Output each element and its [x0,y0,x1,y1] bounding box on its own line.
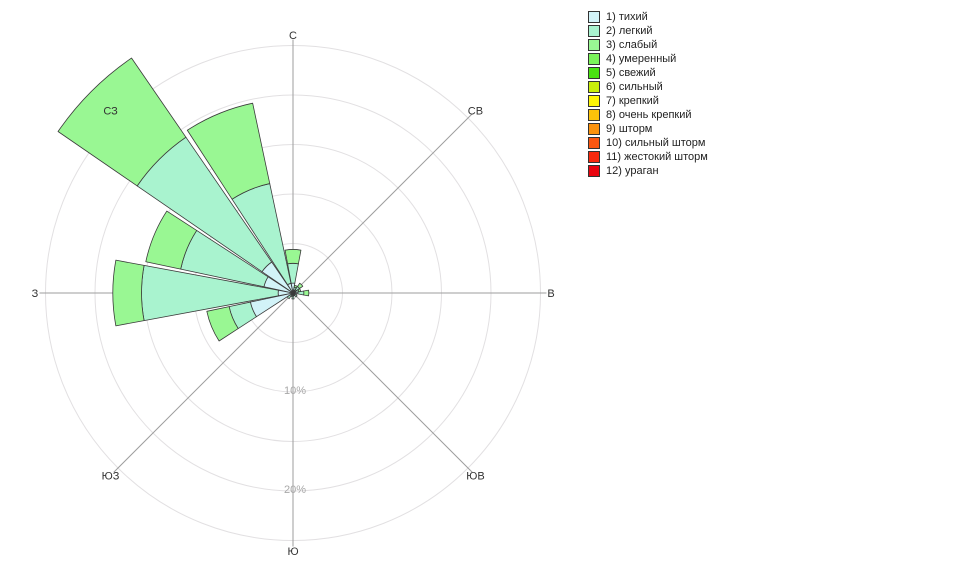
petal-ЮВ-легкий [293,293,298,298]
petal-В-слабый [303,289,310,297]
legend-label-10: 10) сильный шторм [606,137,706,149]
petal-С-слабый [284,249,302,265]
ring-label-10%: 10% [284,385,306,397]
compass-label-ЮЗ: ЮЗ [102,470,120,482]
compass-label-З: З [32,288,39,300]
legend-item-12: 12) ураган [588,164,708,178]
legend-item-6: 6) сильный [588,80,708,94]
compass-label-С: С [289,30,297,42]
legend-item-3: 3) слабый [588,38,708,52]
legend-label-2: 2) легкий [606,25,653,37]
legend-label-11: 11) жестокий шторм [606,151,708,163]
legend-swatch-9 [588,123,600,135]
axis-spoke-135 [292,292,473,473]
legend-item-1: 1) тихий [588,10,708,24]
legend-label-9: 9) шторм [606,123,653,135]
legend-swatch-12 [588,165,600,177]
compass-label-СВ: СВ [468,106,483,118]
petal-ЗЮЗ-слабый [206,306,239,342]
axis-spoke-225 [113,292,294,473]
legend-label-8: 8) очень крепкий [606,109,692,121]
legend-item-4: 4) умеренный [588,52,708,66]
legend-label-12: 12) ураган [606,165,659,177]
legend-item-2: 2) легкий [588,24,708,38]
legend-label-7: 7) крепкий [606,95,659,107]
legend-label-1: 1) тихий [606,11,648,23]
legend-swatch-4 [588,53,600,65]
legend-item-5: 5) свежий [588,66,708,80]
legend-label-3: 3) слабый [606,39,658,51]
compass-label-Ю: Ю [287,546,298,558]
axis-spoke-45 [292,113,473,294]
legend-swatch-8 [588,109,600,121]
legend-swatch-10 [588,137,600,149]
wind-strength-legend: 1) тихий 2) легкий 3) слабый 4) умеренный 5)… [588,10,708,178]
legend-swatch-6 [588,81,600,93]
legend-label-6: 6) сильный [606,81,663,93]
petal-З-слабый [112,259,145,327]
petal-СВ-слабый [297,282,304,289]
ring-label-20%: 20% [284,484,306,496]
legend-label-4: 4) умеренный [606,53,677,65]
legend-item-7: 7) крепкий [588,94,708,108]
legend-label-5: 5) свежий [606,67,656,79]
legend-swatch-3 [588,39,600,51]
legend-swatch-7 [588,95,600,107]
petal-ЗСЗ-слабый [145,210,198,270]
legend-item-11: 11) жестокий шторм [588,150,708,164]
legend-item-9: 9) шторм [588,122,708,136]
petal-СЗ-слабый [57,57,187,187]
legend-swatch-1 [588,11,600,23]
compass-label-ЮВ: ЮВ [466,470,484,482]
petal-В-легкий [297,290,305,296]
legend-item-10: 10) сильный шторм [588,136,708,150]
legend-swatch-11 [588,151,600,163]
legend-swatch-5 [588,67,600,79]
petal-ССЗ-слабый [186,102,271,200]
legend-swatch-2 [588,25,600,37]
legend-item-8: 8) очень крепкий [588,108,708,122]
compass-label-СЗ: СЗ [103,106,118,118]
compass-label-В: В [547,288,554,300]
